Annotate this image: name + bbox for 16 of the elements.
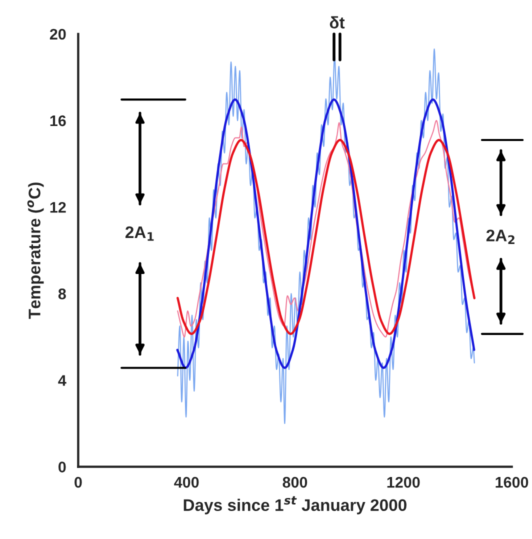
y-axis-title: Temperature ($^{o}$C) <box>27 182 44 319</box>
y-tick-label: 12 <box>50 202 66 213</box>
y-tick-label: 0 <box>58 462 66 472</box>
x-tick-label: 0 <box>74 476 82 488</box>
annotation: 2A$_{2}$ <box>486 230 514 244</box>
annotation: 2A$_{1}$ <box>125 226 154 241</box>
text: δt <box>330 16 345 28</box>
x-tick-label: 1200 <box>387 476 420 488</box>
y-tick-label: 20 <box>50 28 66 40</box>
y-tick-label: 16 <box>50 115 66 126</box>
x-tick-label: 800 <box>282 476 308 488</box>
y-tick-label: 8 <box>58 288 66 300</box>
y-tick-label: 4 <box>58 375 66 386</box>
x-tick-label: 400 <box>174 476 199 488</box>
x-tick-label: 1600 <box>496 476 528 488</box>
x-axis-title: Days since 1$^{st}$ January 2000 <box>184 496 406 514</box>
